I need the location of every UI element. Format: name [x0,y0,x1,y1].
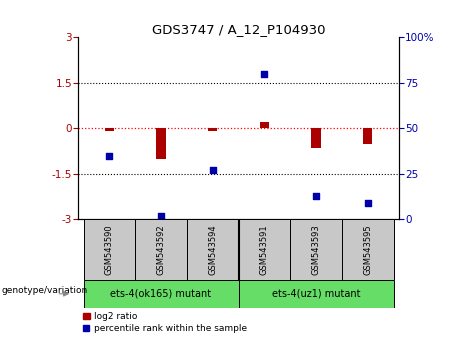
Bar [342,219,394,280]
Text: ets-4(uz1) mutant: ets-4(uz1) mutant [272,289,361,299]
Point [364,200,372,206]
Text: GSM543592: GSM543592 [157,224,165,275]
Point [313,193,320,199]
Bar [83,280,239,308]
Bar [290,219,342,280]
Title: GDS3747 / A_12_P104930: GDS3747 / A_12_P104930 [152,23,325,36]
Text: ets-4(ok165) mutant: ets-4(ok165) mutant [111,289,212,299]
Bar [83,219,135,280]
Text: genotype/variation: genotype/variation [1,286,88,296]
Point [261,71,268,76]
Text: GSM543590: GSM543590 [105,224,114,275]
Text: GSM543591: GSM543591 [260,224,269,275]
Point [209,167,216,173]
Bar [187,219,239,280]
Text: GSM543594: GSM543594 [208,224,217,275]
Bar [260,122,269,128]
Text: GSM543595: GSM543595 [363,224,372,275]
Bar [135,219,187,280]
Bar [156,128,165,159]
Legend: log2 ratio, percentile rank within the sample: log2 ratio, percentile rank within the s… [83,313,247,333]
Bar [208,128,218,131]
Bar [312,128,321,148]
Bar [363,128,372,143]
Point [157,213,165,219]
Bar [239,280,394,308]
Text: GSM543593: GSM543593 [312,224,320,275]
Bar [239,219,290,280]
Bar [105,128,114,131]
Point [106,153,113,159]
